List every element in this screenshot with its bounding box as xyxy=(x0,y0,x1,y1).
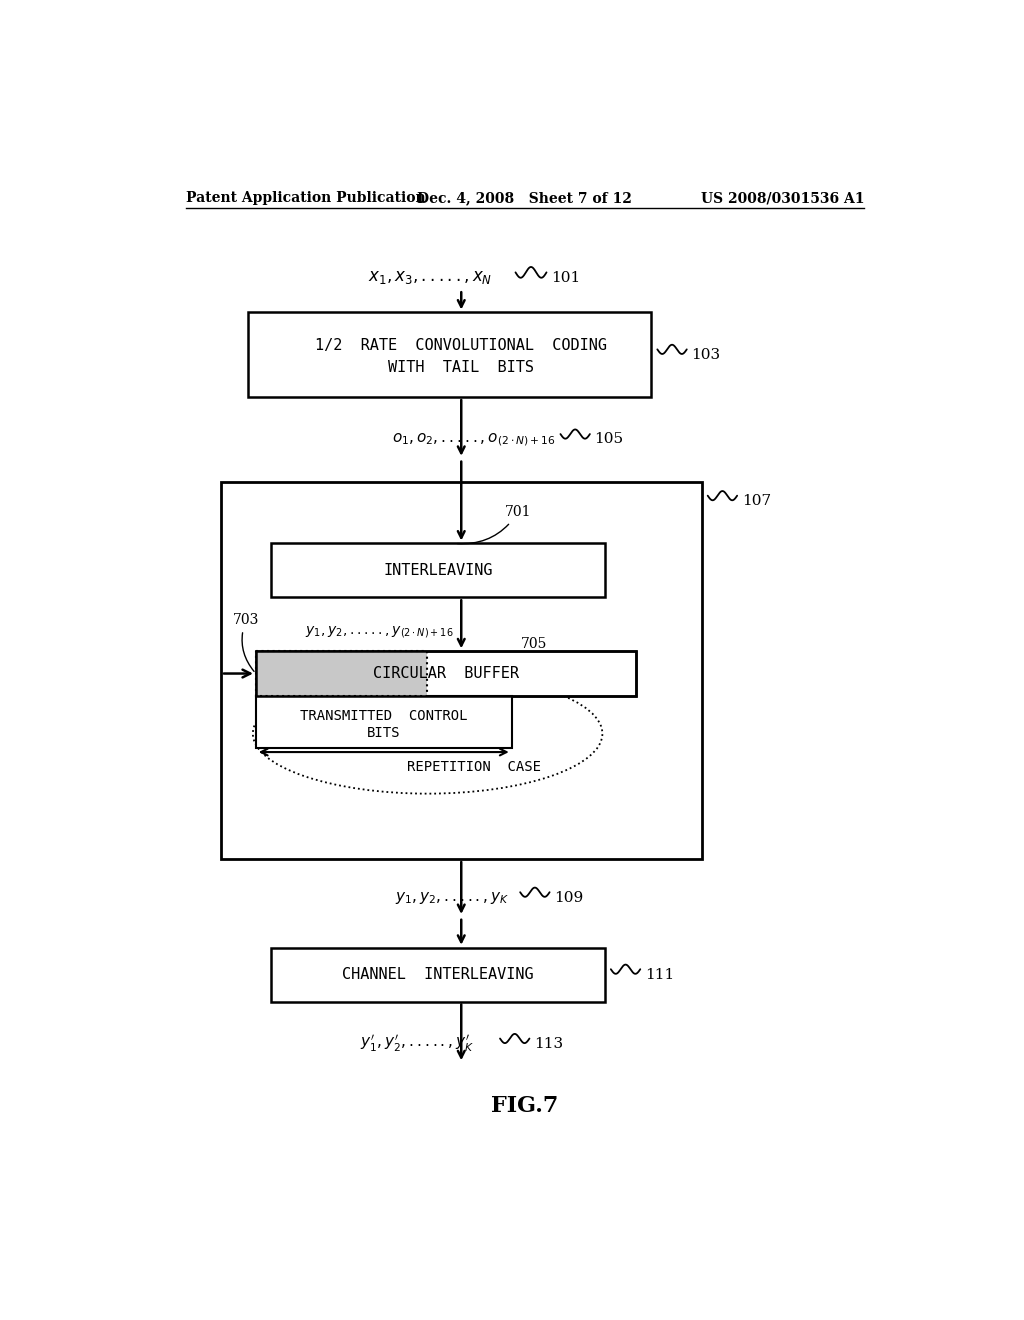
Text: TRANSMITTED  CONTROL: TRANSMITTED CONTROL xyxy=(300,709,468,723)
Bar xyxy=(256,696,512,748)
Text: 105: 105 xyxy=(595,433,624,446)
Text: FIG.7: FIG.7 xyxy=(492,1094,558,1117)
Text: 107: 107 xyxy=(741,494,771,508)
Text: WITH  TAIL  BITS: WITH TAIL BITS xyxy=(388,359,535,375)
Text: 113: 113 xyxy=(535,1038,563,1051)
Text: 103: 103 xyxy=(691,347,721,362)
Bar xyxy=(271,544,604,597)
Text: US 2008/0301536 A1: US 2008/0301536 A1 xyxy=(700,191,864,206)
Text: 109: 109 xyxy=(554,891,584,904)
Text: $o_1,o_2,.....,o_{(2\cdot N)+16}$: $o_1,o_2,.....,o_{(2\cdot N)+16}$ xyxy=(391,432,555,447)
Bar xyxy=(256,651,427,696)
Bar xyxy=(256,651,427,696)
Text: 111: 111 xyxy=(645,968,674,982)
Text: Patent Application Publication: Patent Application Publication xyxy=(186,191,426,206)
Text: Dec. 4, 2008   Sheet 7 of 12: Dec. 4, 2008 Sheet 7 of 12 xyxy=(418,191,632,206)
Bar xyxy=(256,651,636,696)
Bar xyxy=(271,948,604,1002)
Text: 703: 703 xyxy=(232,614,259,672)
Text: CHANNEL  INTERLEAVING: CHANNEL INTERLEAVING xyxy=(342,968,534,982)
Text: $y_1,y_2,.....,y_K$: $y_1,y_2,.....,y_K$ xyxy=(395,890,510,906)
Text: 701: 701 xyxy=(458,506,531,544)
Text: $x_1,x_3,.....,x_N$: $x_1,x_3,.....,x_N$ xyxy=(369,269,493,286)
Text: $y_1',y_2',.....,y_K'$: $y_1',y_2',.....,y_K'$ xyxy=(360,1034,475,1055)
Text: 101: 101 xyxy=(551,271,581,285)
Text: CIRCULAR  BUFFER: CIRCULAR BUFFER xyxy=(373,667,519,681)
Text: 1/2  RATE  CONVOLUTIONAL  CODING: 1/2 RATE CONVOLUTIONAL CODING xyxy=(315,338,607,352)
Text: INTERLEAVING: INTERLEAVING xyxy=(383,562,493,578)
Bar xyxy=(256,651,636,696)
Text: $y_1,y_2,.....,y_{(2\cdot N)+16}$: $y_1,y_2,.....,y_{(2\cdot N)+16}$ xyxy=(305,624,454,640)
Bar xyxy=(221,482,701,859)
Text: 705: 705 xyxy=(521,636,548,651)
Text: BITS: BITS xyxy=(367,726,400,739)
Text: REPETITION  CASE: REPETITION CASE xyxy=(408,759,541,774)
Bar xyxy=(248,313,651,397)
